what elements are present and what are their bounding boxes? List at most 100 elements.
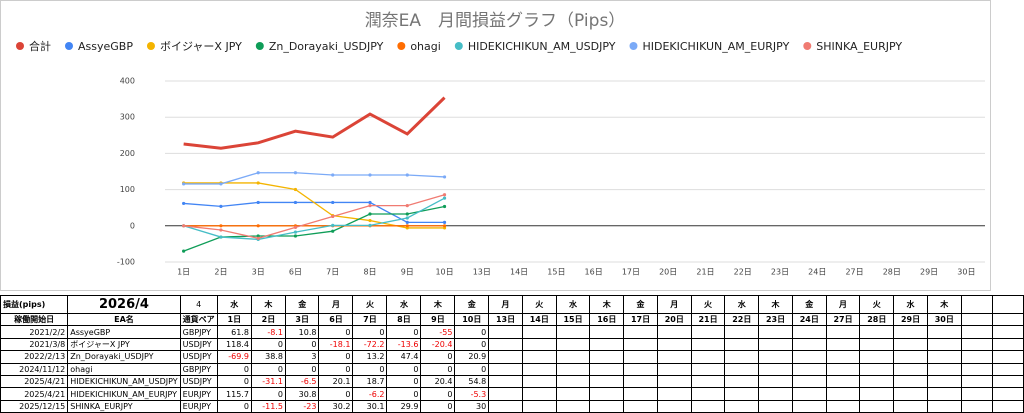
weekday: 火 bbox=[352, 295, 388, 314]
x-tick-label: 20日 bbox=[659, 268, 677, 277]
value: 118.4 bbox=[216, 337, 252, 352]
point bbox=[368, 200, 372, 205]
cell bbox=[960, 312, 994, 327]
x-tick-label: 15日 bbox=[547, 268, 565, 277]
cell bbox=[825, 374, 861, 389]
cell bbox=[960, 362, 994, 376]
cell bbox=[960, 374, 994, 389]
weekday: 金 bbox=[791, 295, 827, 314]
header-label: 損益(pips) bbox=[0, 295, 69, 314]
cell bbox=[724, 399, 760, 413]
value: 0 bbox=[454, 337, 490, 352]
x-tick-label: 28日 bbox=[883, 268, 901, 277]
cell bbox=[859, 337, 895, 352]
day-header: 9日 bbox=[420, 312, 456, 327]
cell bbox=[791, 337, 827, 352]
value: -11.5 bbox=[250, 399, 286, 413]
point bbox=[256, 171, 260, 175]
cell bbox=[488, 374, 523, 389]
cell bbox=[791, 350, 827, 364]
cell bbox=[656, 362, 692, 376]
point bbox=[256, 181, 260, 185]
value: 0 bbox=[250, 387, 286, 401]
cell bbox=[960, 399, 994, 413]
cell bbox=[589, 362, 625, 376]
point bbox=[293, 171, 298, 175]
start-date: 2024/11/12 bbox=[0, 362, 69, 376]
cell bbox=[724, 387, 760, 401]
value: -55 bbox=[420, 325, 456, 339]
point bbox=[405, 173, 409, 177]
start-date: 2025/4/21 bbox=[0, 387, 69, 401]
point bbox=[293, 225, 298, 229]
point bbox=[331, 214, 335, 219]
cell bbox=[488, 387, 523, 401]
weekday: 水 bbox=[386, 295, 422, 314]
value: 0 bbox=[216, 362, 252, 376]
x-tick-label: 22日 bbox=[734, 268, 752, 277]
cell bbox=[992, 325, 1024, 339]
cell bbox=[724, 337, 760, 352]
value: 0 bbox=[420, 399, 456, 413]
cell bbox=[758, 350, 793, 364]
day-header: 8日 bbox=[386, 312, 422, 327]
cell bbox=[555, 374, 591, 389]
month-select[interactable]: 4 bbox=[179, 295, 218, 314]
value: 13.2 bbox=[352, 350, 388, 364]
value: 0 bbox=[250, 337, 286, 352]
day-header: 22日 bbox=[724, 312, 760, 327]
value: -5.3 bbox=[454, 387, 490, 401]
weekday: 月 bbox=[488, 295, 523, 314]
point bbox=[442, 204, 447, 209]
cell bbox=[859, 350, 895, 364]
legend-swatch bbox=[255, 42, 264, 50]
cell bbox=[656, 325, 692, 339]
cell bbox=[791, 387, 827, 401]
cell bbox=[992, 312, 1024, 327]
cell bbox=[758, 362, 793, 376]
weekday: 水 bbox=[216, 295, 252, 314]
point bbox=[405, 216, 409, 220]
cell bbox=[555, 337, 591, 352]
cell bbox=[555, 350, 591, 364]
point bbox=[442, 220, 447, 224]
weekday: 金 bbox=[284, 295, 320, 314]
cell bbox=[791, 374, 827, 389]
legend-swatch bbox=[16, 42, 24, 50]
point bbox=[405, 212, 409, 216]
x-tick-label: 17日 bbox=[622, 268, 640, 277]
legend-label: ohagi bbox=[410, 40, 440, 53]
weekday: 金 bbox=[623, 295, 658, 314]
weekday: 水 bbox=[724, 295, 760, 314]
x-tick-label: 7日 bbox=[326, 268, 339, 277]
weekday: 月 bbox=[825, 295, 861, 314]
value: 0 bbox=[352, 325, 388, 339]
month: 2026/4 bbox=[67, 295, 181, 314]
point bbox=[219, 235, 223, 239]
value: 30.1 bbox=[352, 399, 388, 413]
series-line bbox=[183, 182, 445, 229]
value: 0 bbox=[318, 325, 354, 339]
pair: USDJPY bbox=[179, 350, 218, 364]
day-header: 28日 bbox=[859, 312, 895, 327]
point bbox=[256, 200, 260, 205]
day-header: 1日 bbox=[216, 312, 252, 327]
day-header: 30日 bbox=[926, 312, 962, 327]
value: 0 bbox=[284, 337, 320, 352]
pair: USDJPY bbox=[179, 374, 218, 389]
y-tick-label: 200 bbox=[120, 149, 135, 158]
table-row: 2021/3/8 ボイジャーX JPY USDJPY 118.4 0 0 -18.1 -72.… bbox=[0, 337, 1024, 352]
cell bbox=[926, 362, 962, 376]
chart-frame bbox=[0, 0, 991, 291]
cell bbox=[926, 387, 962, 401]
weekday: 木 bbox=[758, 295, 793, 314]
cell bbox=[623, 387, 658, 401]
point bbox=[182, 249, 186, 253]
value: -6.2 bbox=[352, 387, 388, 401]
series-line bbox=[183, 96, 446, 150]
point bbox=[219, 204, 223, 208]
legend-label: ボイジャーX JPY bbox=[160, 40, 242, 53]
cell bbox=[656, 387, 692, 401]
cell bbox=[859, 399, 895, 413]
pair: USDJPY bbox=[179, 337, 218, 352]
